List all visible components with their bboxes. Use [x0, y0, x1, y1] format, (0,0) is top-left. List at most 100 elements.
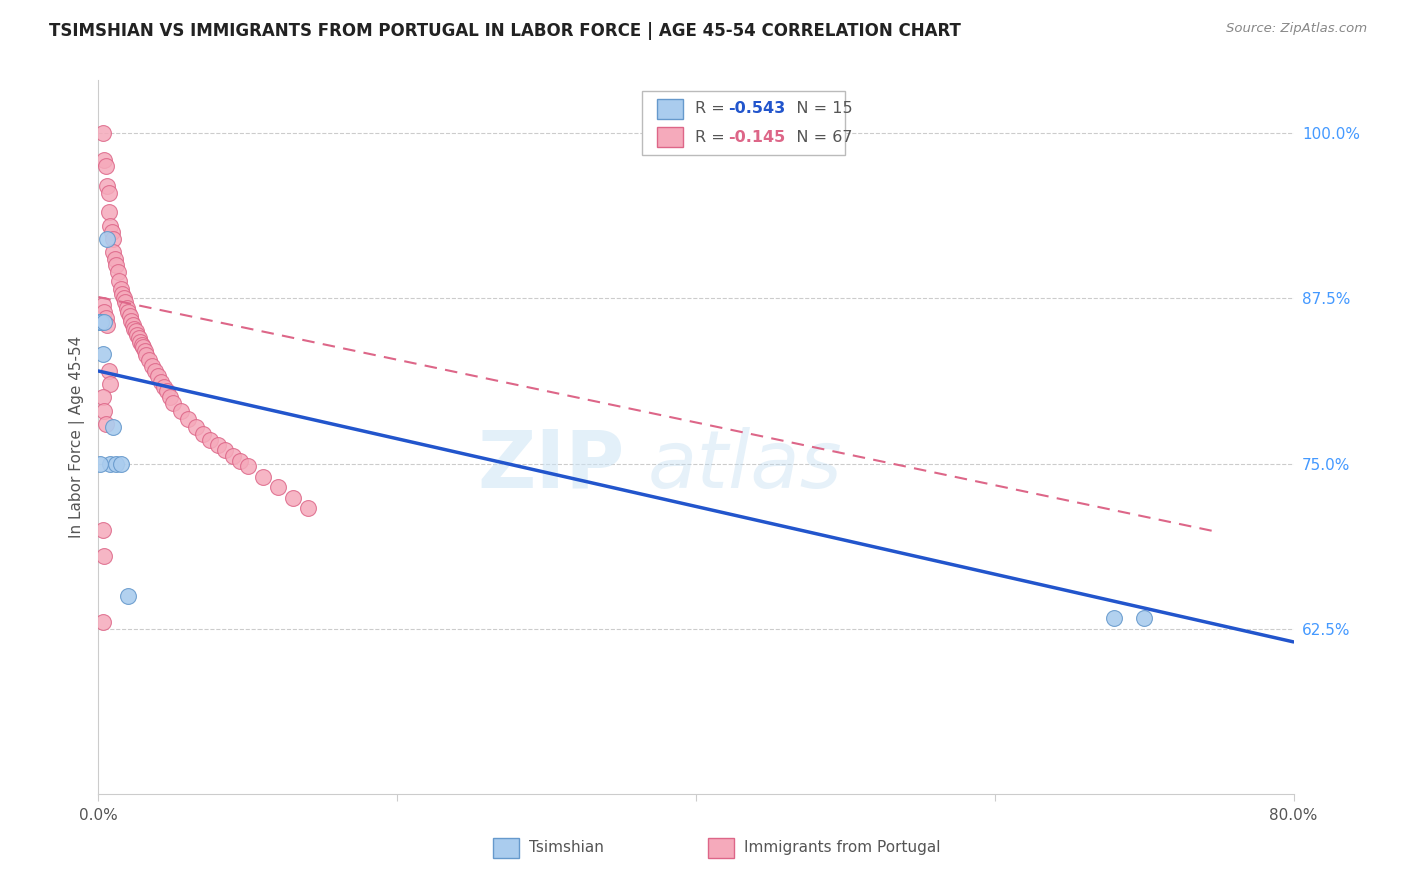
Bar [494, 838, 519, 858]
Point [267, 480, 290, 494]
Point [108, 274, 131, 288]
Text: N = 67: N = 67 [780, 129, 852, 145]
Text: N = 15: N = 15 [780, 102, 852, 117]
Point [159, 391, 181, 405]
Point [117, 304, 139, 318]
Point [229, 454, 252, 468]
Point [169, 403, 191, 417]
Point [115, 301, 138, 315]
Point [96, 179, 118, 194]
Point [214, 443, 236, 458]
Point [101, 225, 124, 239]
Point [129, 334, 152, 349]
Point [96, 232, 118, 246]
Text: R =: R = [695, 102, 730, 117]
Point [97, 186, 120, 200]
Point [132, 340, 155, 354]
Point [191, 427, 214, 442]
Bar [643, 91, 845, 155]
Point [93, 315, 115, 329]
Point [105, 457, 128, 471]
Point [281, 491, 304, 505]
Point [134, 344, 156, 359]
Point [98, 377, 122, 392]
Point [104, 252, 127, 266]
Text: atlas: atlas [648, 426, 844, 505]
Point [94, 159, 117, 173]
Point [91, 523, 114, 537]
Point [135, 348, 157, 362]
Text: R =: R = [695, 129, 730, 145]
Point [91, 615, 114, 629]
Point [93, 153, 115, 167]
Text: ZIP: ZIP [477, 426, 624, 505]
Point [94, 311, 117, 326]
Point [252, 469, 274, 483]
Point [97, 364, 120, 378]
Point [120, 314, 142, 328]
Point [207, 438, 229, 452]
Point [96, 318, 118, 332]
Point [93, 304, 115, 318]
Point [200, 433, 222, 447]
Point [150, 375, 173, 389]
Point [94, 417, 117, 431]
Point [1104, 611, 1126, 625]
Text: TSIMSHIAN VS IMMIGRANTS FROM PORTUGAL IN LABOR FORCE | AGE 45-54 CORRELATION CHA: TSIMSHIAN VS IMMIGRANTS FROM PORTUGAL IN… [49, 22, 962, 40]
Text: -0.145: -0.145 [728, 129, 786, 145]
Text: -0.543: -0.543 [728, 102, 786, 117]
Point [93, 403, 115, 417]
Point [91, 391, 114, 405]
Point [97, 205, 120, 219]
Point [124, 322, 146, 336]
Bar [709, 838, 734, 858]
Point [121, 318, 143, 332]
Point [89, 315, 111, 329]
Point [89, 315, 111, 329]
Point [93, 549, 115, 563]
Text: Tsimshian: Tsimshian [529, 840, 603, 855]
Point [138, 353, 160, 368]
Point [114, 295, 136, 310]
Point [103, 419, 125, 434]
Point [103, 232, 125, 246]
Point [128, 331, 150, 345]
Point [90, 315, 112, 329]
Point [89, 315, 111, 329]
Point [91, 126, 114, 140]
Point [105, 258, 128, 272]
Point [153, 380, 176, 394]
Point [112, 291, 135, 305]
Point [91, 298, 114, 312]
Point [127, 328, 149, 343]
Point [125, 324, 148, 338]
Point [98, 457, 122, 471]
Point [117, 589, 139, 603]
Point [91, 347, 114, 361]
Point [156, 384, 179, 398]
Y-axis label: In Labor Force | Age 45-54: In Labor Force | Age 45-54 [69, 336, 84, 538]
Point [222, 449, 245, 463]
Point [89, 457, 111, 471]
Text: Source: ZipAtlas.com: Source: ZipAtlas.com [1226, 22, 1367, 36]
Point [162, 395, 184, 409]
Point [111, 287, 134, 301]
Point [103, 245, 125, 260]
Point [110, 282, 132, 296]
Point [141, 359, 163, 373]
Point [98, 219, 122, 233]
Point [148, 369, 170, 384]
Point [236, 459, 259, 474]
Point [110, 457, 132, 471]
Text: Immigrants from Portugal: Immigrants from Portugal [744, 840, 941, 855]
Point [131, 337, 153, 351]
Point [118, 309, 141, 323]
Point [184, 419, 207, 434]
Bar [657, 99, 683, 119]
Point [177, 411, 200, 425]
Point [297, 501, 319, 516]
Point [1133, 611, 1156, 625]
Bar [657, 128, 683, 147]
Point [143, 364, 166, 378]
Point [107, 265, 129, 279]
